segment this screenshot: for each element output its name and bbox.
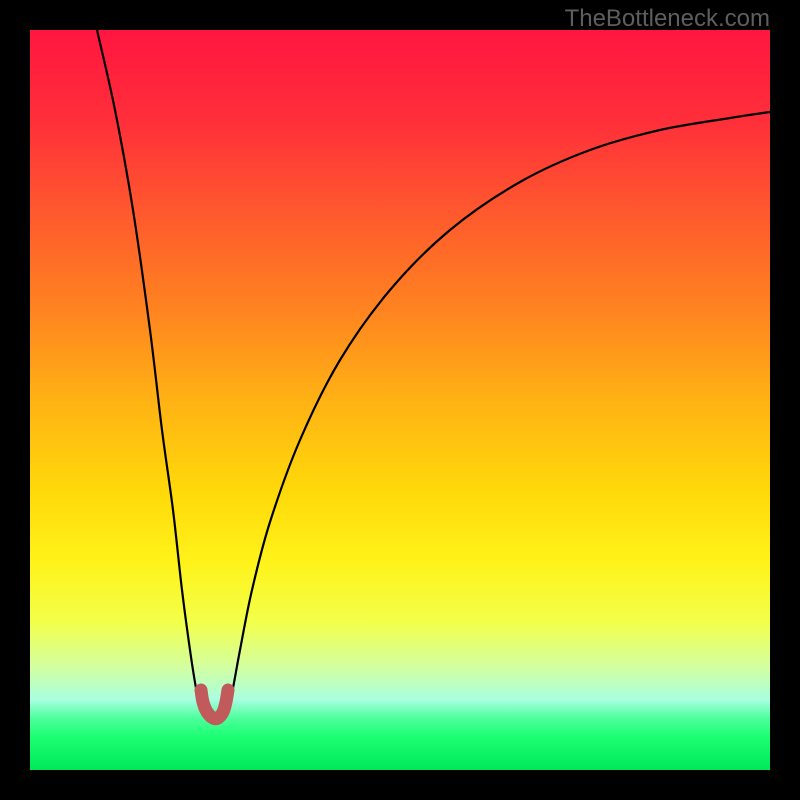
- bottleneck-curve-right: [228, 112, 770, 710]
- chart-outer: TheBottleneck.com: [0, 0, 800, 800]
- optimal-point-marker: [201, 690, 228, 719]
- plot-area: [30, 30, 770, 770]
- curve-overlay: [30, 30, 770, 770]
- watermark-text: TheBottleneck.com: [565, 5, 770, 33]
- bottleneck-curve-left: [97, 30, 201, 710]
